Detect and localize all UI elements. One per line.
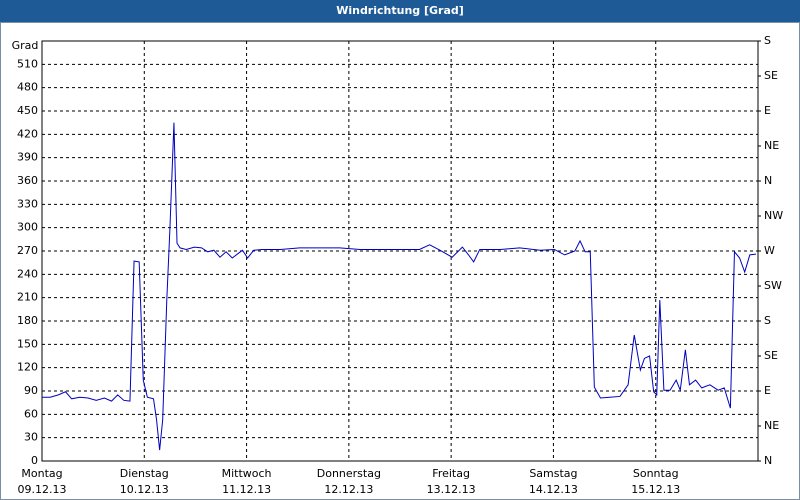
x-tick-date: 14.12.13 (529, 483, 578, 496)
y-tick-label: 270 (17, 244, 38, 257)
y-tick-label: 60 (24, 407, 38, 420)
x-tick-label: Mittwoch (222, 467, 272, 480)
x-tick-label: Donnerstag (317, 467, 381, 480)
y-axis-label: Grad (12, 39, 39, 52)
y2-tick-label: N (764, 174, 772, 187)
y2-tick-label: W (764, 244, 775, 257)
y2-tick-label: N (764, 454, 772, 467)
y-tick-label: 210 (17, 291, 38, 304)
y-tick-label: 360 (17, 174, 38, 187)
line-series (42, 122, 757, 451)
x-tick-label: Freitag (432, 467, 470, 480)
y2-tick-label: SW (764, 279, 782, 292)
x-tick-label: Samstag (529, 467, 577, 480)
x-tick-date: 09.12.13 (18, 483, 67, 496)
y-tick-label: 120 (17, 361, 38, 374)
y2-tick-label: S (764, 314, 771, 327)
y-tick-label: 420 (17, 127, 38, 140)
y2-tick-label: NE (764, 419, 779, 432)
y-tick-label: 90 (24, 384, 38, 397)
x-tick-label: Dienstag (120, 467, 169, 480)
y-tick-label: 300 (17, 221, 38, 234)
x-tick-date: 11.12.13 (222, 483, 271, 496)
y-tick-label: 450 (17, 104, 38, 117)
y-tick-label: 390 (17, 151, 38, 164)
y-tick-label: 180 (17, 314, 38, 327)
y2-tick-label: SE (764, 349, 778, 362)
y-tick-label: 0 (31, 454, 38, 467)
y2-tick-label: E (764, 104, 771, 117)
x-tick-date: 15.12.13 (631, 483, 680, 496)
x-tick-date: 13.12.13 (427, 483, 476, 496)
y-tick-label: 510 (17, 57, 38, 70)
chart-title: Windrichtung [Grad] (336, 4, 464, 17)
x-tick-label: Montag (21, 467, 62, 480)
x-tick-label: Sonntag (633, 467, 679, 480)
title-bar (0, 0, 800, 22)
y-tick-label: 240 (17, 267, 38, 280)
x-tick-date: 12.12.13 (324, 483, 373, 496)
x-tick-date: 10.12.13 (120, 483, 169, 496)
y2-tick-label: NE (764, 139, 779, 152)
y2-tick-label: SE (764, 69, 778, 82)
y2-tick-label: S (764, 34, 771, 47)
y-tick-label: 480 (17, 81, 38, 94)
y2-tick-label: E (764, 384, 771, 397)
plot-border (41, 40, 759, 462)
y2-tick-label: NW (764, 209, 783, 222)
y-tick-label: 330 (17, 197, 38, 210)
y-tick-label: 150 (17, 337, 38, 350)
y-tick-label: 30 (24, 431, 38, 444)
